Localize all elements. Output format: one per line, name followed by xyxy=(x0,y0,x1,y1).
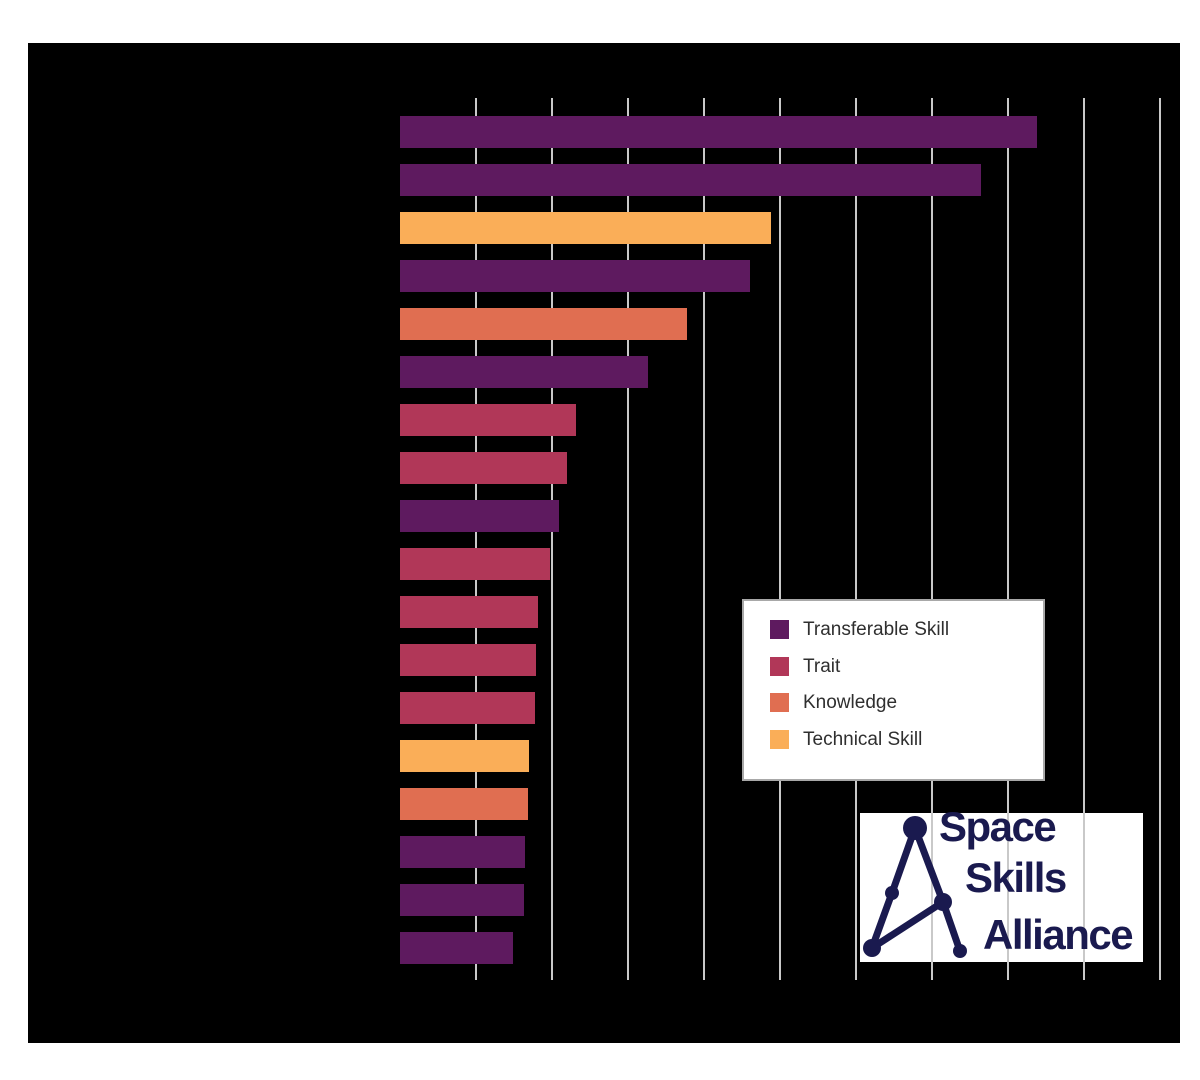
bar-row-2 xyxy=(400,164,982,196)
logo-text-skills: Skills xyxy=(965,854,1067,901)
gridline xyxy=(626,98,629,980)
constellation-icon xyxy=(863,816,967,958)
bar-row-3 xyxy=(400,212,771,244)
gridline xyxy=(1006,98,1009,980)
bar-row-14 xyxy=(400,740,530,772)
legend-swatch-icon xyxy=(770,730,789,750)
legend: Transferable Skill Trait Knowledge Technica… xyxy=(742,599,1045,781)
bar-row-8 xyxy=(400,452,568,484)
gridline xyxy=(550,98,553,980)
bar-row-5 xyxy=(400,308,688,340)
legend-swatch-icon xyxy=(770,620,789,639)
bar-row-7 xyxy=(400,404,577,436)
legend-swatch-icon xyxy=(770,693,789,713)
legend-item: Technical Skill xyxy=(770,729,923,751)
bar-row-6 xyxy=(400,356,648,388)
bar-row-13 xyxy=(400,692,536,724)
bar-row-4 xyxy=(400,260,751,292)
legend-swatch-icon xyxy=(770,656,789,676)
gridline xyxy=(702,98,705,980)
bar-row-16 xyxy=(400,836,526,868)
gridline xyxy=(1158,98,1161,980)
bar-row-15 xyxy=(400,788,529,820)
legend-label: Transferable Skill xyxy=(803,619,950,640)
legend-label: Trait xyxy=(803,655,841,677)
gridline xyxy=(474,98,477,980)
gridline xyxy=(930,98,933,980)
bar-row-12 xyxy=(400,644,536,676)
legend-item: Knowledge xyxy=(770,692,898,714)
logo-text-space: Space xyxy=(939,803,1057,850)
bar-row-17 xyxy=(400,884,524,916)
bar-row-1 xyxy=(400,116,1038,148)
legend-item: Transferable Skill xyxy=(770,620,949,639)
bar-row-10 xyxy=(400,548,550,580)
legend-item: Trait xyxy=(770,655,841,677)
gridline xyxy=(778,98,781,980)
gridline xyxy=(1082,98,1085,980)
space-skills-alliance-logo: Space Skills Alliance xyxy=(860,806,1143,962)
gridline xyxy=(854,98,857,980)
legend-label: Technical Skill xyxy=(803,729,923,751)
logo-text-alliance: Alliance xyxy=(983,911,1134,958)
logo-box-background xyxy=(860,813,1143,962)
legend-label: Knowledge xyxy=(803,692,898,714)
bar-row-11 xyxy=(400,596,539,628)
bar-row-18 xyxy=(400,932,514,964)
bar-row-9 xyxy=(400,500,559,532)
